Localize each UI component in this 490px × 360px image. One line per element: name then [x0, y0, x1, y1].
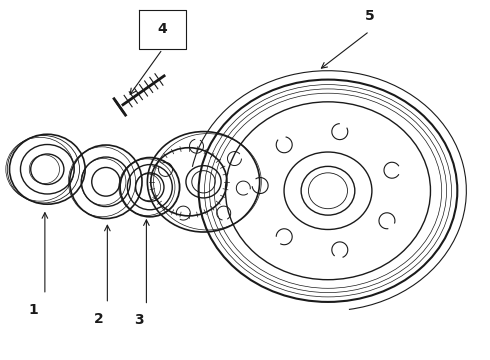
Text: 5: 5	[365, 9, 374, 23]
Text: 3: 3	[134, 314, 144, 328]
Text: 4: 4	[158, 22, 168, 36]
Text: 2: 2	[94, 312, 103, 326]
Text: 1: 1	[28, 303, 38, 317]
